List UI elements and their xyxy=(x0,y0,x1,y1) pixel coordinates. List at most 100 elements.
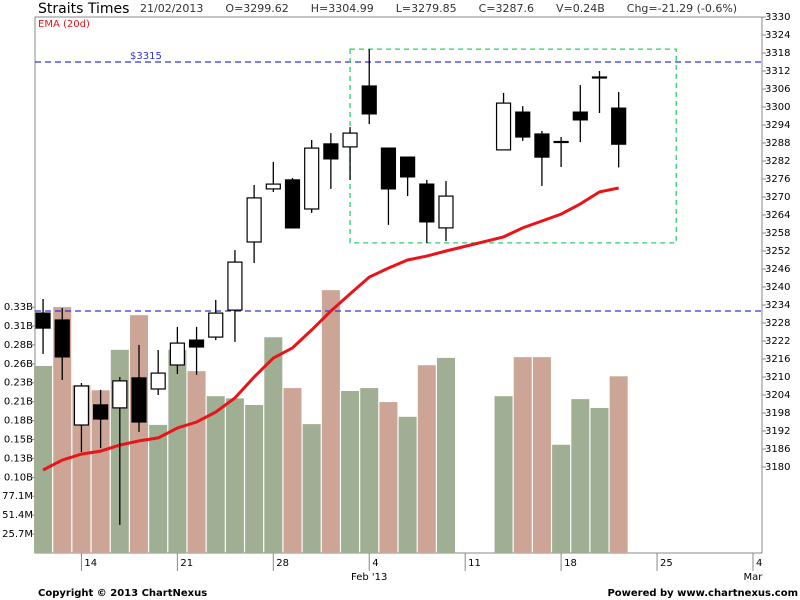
candle-body xyxy=(284,179,301,229)
y2-tick-label: 0.28B xyxy=(4,340,33,351)
plot-frame xyxy=(34,16,763,554)
y2-tick-label: 77.1M xyxy=(2,491,33,502)
volume-bar xyxy=(552,444,571,553)
volume-bar xyxy=(72,385,91,553)
highlight-box xyxy=(349,48,677,244)
y-tick-label: 3282 xyxy=(765,156,790,167)
candle-body xyxy=(93,404,109,420)
volume-bar xyxy=(302,424,321,553)
volume-bar xyxy=(609,376,628,553)
candle-body xyxy=(591,76,608,79)
y-tick-label: 3264 xyxy=(765,210,790,221)
y2-tick-label: 51.4M xyxy=(2,510,33,521)
volume-bar xyxy=(149,424,168,553)
x-tick-label: 25 xyxy=(660,558,673,569)
volume-bar xyxy=(571,399,590,553)
header-item: O=3299.62 xyxy=(225,2,288,15)
volume-bar xyxy=(129,315,148,553)
header-item: L=3279.85 xyxy=(396,2,457,15)
y-tick-label: 3300 xyxy=(765,102,790,113)
volume-bar xyxy=(53,307,72,553)
y2-tick-label: 0.33B xyxy=(4,302,33,313)
month-label: Mar xyxy=(744,572,764,583)
volume-bar xyxy=(398,416,417,553)
y-tick-label: 3324 xyxy=(765,30,790,41)
volume-bar xyxy=(245,405,264,553)
y-tick-label: 3222 xyxy=(765,336,790,347)
candle-body xyxy=(188,339,205,348)
legend-label: EMA (20d) xyxy=(38,19,90,30)
y-tick-label: 3318 xyxy=(765,48,790,59)
candle-body xyxy=(611,107,627,145)
y-tick-label: 3246 xyxy=(765,264,790,275)
y-tick-label: 3258 xyxy=(765,228,790,239)
header-item: V=0.24B xyxy=(556,2,605,15)
header-item: H=3304.99 xyxy=(311,2,374,15)
volume-bar xyxy=(494,396,513,553)
candle-body xyxy=(438,195,454,229)
footer-left: Copyright © 2013 ChartNexus xyxy=(38,588,207,599)
candle-body xyxy=(361,85,377,115)
y-tick-label: 3180 xyxy=(765,462,790,473)
y-tick-label: 3198 xyxy=(765,408,790,419)
candle-body xyxy=(246,197,262,243)
candle-body xyxy=(572,111,588,121)
x-tick-label: 4 xyxy=(756,558,762,569)
y-tick-label: 3192 xyxy=(765,426,790,437)
y2-tick-label: 0.23B xyxy=(4,378,33,389)
candle-body xyxy=(400,156,416,178)
candle-body xyxy=(112,380,128,409)
volume-bar xyxy=(206,396,225,553)
volume-bar xyxy=(590,407,609,553)
candle-body xyxy=(227,261,243,311)
candle-body xyxy=(169,342,185,366)
volume-bar xyxy=(341,391,360,553)
y-tick-label: 3240 xyxy=(765,282,790,293)
y-tick-label: 3210 xyxy=(765,372,790,383)
y-tick-label: 3228 xyxy=(765,318,790,329)
header-item: C=3287.6 xyxy=(479,2,534,15)
y2-tick-label: 0.18B xyxy=(4,416,33,427)
candle-body xyxy=(553,140,569,144)
y2-tick-label: 0.31B xyxy=(4,321,33,332)
y-tick-label: 3234 xyxy=(765,300,790,311)
y-tick-label: 3186 xyxy=(765,444,790,455)
x-tick-label: 14 xyxy=(84,558,97,569)
y-tick-label: 3306 xyxy=(765,84,790,95)
candle-body xyxy=(73,385,90,426)
y2-tick-label: 0.15B xyxy=(4,434,33,445)
header-item: 21/02/2013 xyxy=(140,2,203,15)
y-tick-label: 3270 xyxy=(765,192,790,203)
volume-bar xyxy=(321,290,340,553)
chart-title: Straits Times xyxy=(38,1,129,17)
volume-bar xyxy=(91,390,110,553)
volume-bar xyxy=(379,402,398,553)
h-line-label: $3315 xyxy=(130,51,162,62)
y-tick-label: 3204 xyxy=(765,390,790,401)
x-tick-label: 18 xyxy=(564,558,577,569)
candle-body xyxy=(208,312,224,338)
candle-body xyxy=(380,147,397,190)
y2-tick-label: 0.21B xyxy=(4,397,33,408)
candle-body xyxy=(323,143,339,160)
candle-body xyxy=(495,102,512,151)
candle-body xyxy=(54,319,70,358)
y-tick-label: 3294 xyxy=(765,120,790,131)
volume-bar xyxy=(417,365,436,553)
y-tick-label: 3216 xyxy=(765,354,790,365)
candle-body xyxy=(534,133,550,158)
x-tick-label: 11 xyxy=(468,558,481,569)
candle-body xyxy=(304,147,320,210)
y2-tick-label: 0.26B xyxy=(4,359,33,370)
volume-bar xyxy=(436,357,455,553)
volume-bar xyxy=(225,398,244,553)
candle-body xyxy=(150,372,166,390)
candle-body xyxy=(342,132,358,148)
y-tick-label: 3288 xyxy=(765,138,790,149)
volume-bar xyxy=(513,357,532,553)
volume-bar xyxy=(168,349,187,553)
x-tick-label: 21 xyxy=(180,558,193,569)
month-label: Feb '13 xyxy=(351,572,387,583)
